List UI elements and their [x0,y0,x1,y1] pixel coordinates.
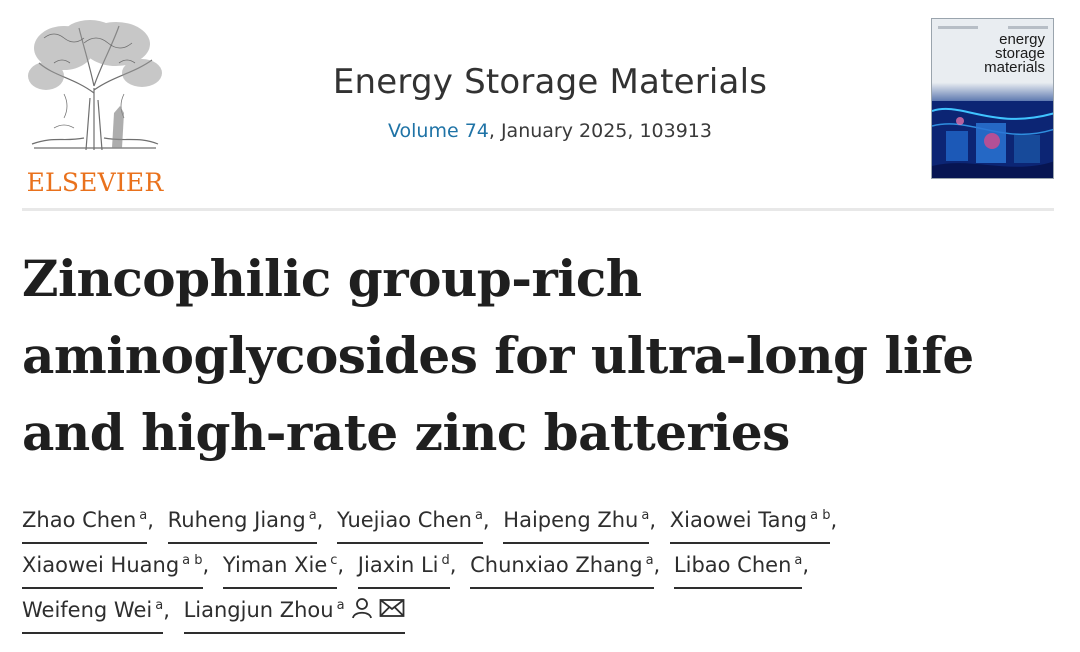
cover-title: energy storage materials [935,31,1045,76]
author-link[interactable]: Chunxiao Zhang a [470,550,654,589]
elsevier-logo[interactable]: ELSEVIER [22,18,168,197]
affiliation-marker[interactable]: a [336,598,345,613]
author-line: Xiaowei Huang a b, Yiman Xie c, Jiaxin Li d… [22,550,1062,595]
affiliation-marker[interactable]: a [474,508,483,523]
author-line: Zhao Chen a, Ruheng Jiang a, Yuejiao Chen a… [22,505,1062,550]
journal-title[interactable]: Energy Storage Materials [332,62,768,102]
issue-line: Volume 74, January 2025, 103913 [200,120,900,142]
cover-header-strip [938,26,1048,29]
author-link[interactable]: Yiman Xie c [222,550,338,589]
author-link[interactable]: Haipeng Zhu a [503,505,650,544]
affiliation-marker[interactable]: a [155,598,164,613]
author-line: Weifeng Wei a, Liangjun Zhou a [22,595,1062,640]
cover-title-line: materials [984,59,1045,76]
author-link[interactable]: Libao Chen a [673,550,803,589]
affiliation-marker[interactable]: a [139,508,148,523]
affiliation-marker[interactable]: a b [810,508,831,523]
volume-link[interactable]: Volume 74 [387,120,489,142]
elsevier-tree-icon [28,20,162,150]
affiliation-marker[interactable]: a [794,553,803,568]
cover-title-line: energy [999,31,1045,48]
author-list: Zhao Chen a, Ruheng Jiang a, Yuejiao Chen a… [22,505,1062,640]
article-title-line: aminoglycosides for ultra-long life [22,326,974,385]
article-title: Zincophilic group-rich aminoglycosides f… [22,240,1042,471]
affiliation-marker[interactable]: a b [182,553,203,568]
author-link[interactable]: Xiaowei Tang a b [669,505,831,544]
affiliation-marker[interactable]: a [645,553,654,568]
envelope-icon[interactable] [379,598,405,618]
cover-artwork [932,101,1053,178]
author-link[interactable]: Yuejiao Chen a [337,505,483,544]
author-link[interactable]: Ruheng Jiang a [167,505,317,544]
affiliation-marker[interactable]: a [308,508,317,523]
author-link[interactable]: Jiaxin Li d [357,550,450,589]
person-icon[interactable] [351,597,373,619]
author-link-corresponding[interactable]: Liangjun Zhou a [183,595,405,634]
author-link[interactable]: Weifeng Wei a [22,595,164,634]
affiliation-marker[interactable]: a [641,508,650,523]
author-link[interactable]: Zhao Chen a [22,505,148,544]
affiliation-marker[interactable]: c [330,553,338,568]
journal-cover[interactable]: energy storage materials [931,18,1054,179]
author-link[interactable]: Xiaowei Huang a b [22,550,203,589]
cover-title-line: storage [994,45,1045,62]
article-title-line: Zincophilic group-rich [22,249,642,308]
issue-details: , January 2025, 103913 [488,120,712,142]
affiliation-marker[interactable]: d [441,553,450,568]
publisher-wordmark: ELSEVIER [26,168,164,197]
article-title-line: and high-rate zinc batteries [22,403,790,462]
article-header: ELSEVIER Energy Storage Materials Volume… [0,0,1080,211]
header-divider [22,208,1054,211]
